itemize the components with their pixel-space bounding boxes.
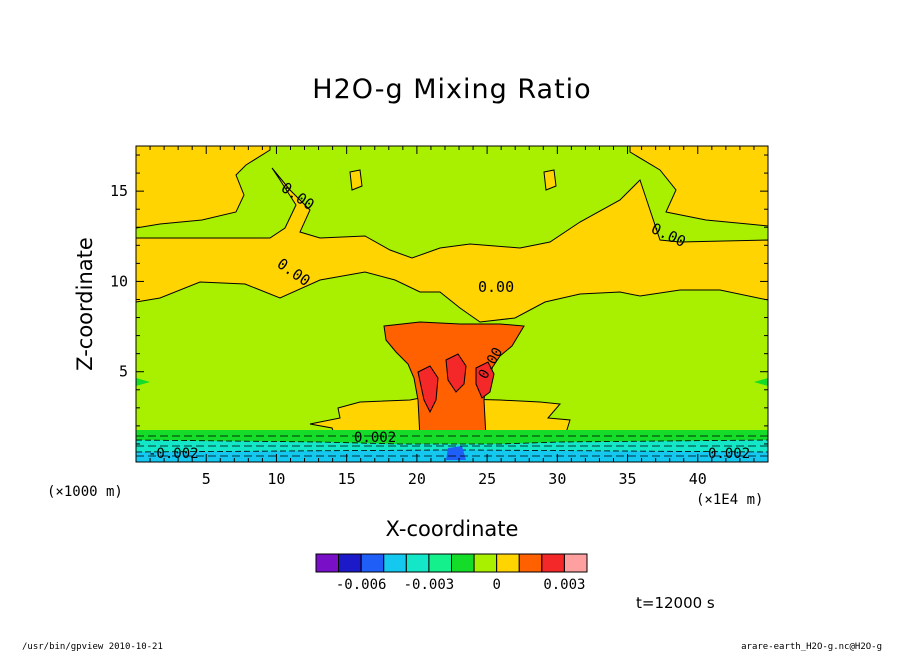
colorbar-swatch [360, 553, 385, 573]
footer-right: arare-earth_H2O-g.nc@H2O-g [741, 642, 882, 652]
y-axis-label: Z-coordinate [73, 237, 97, 371]
colorbar-swatch [315, 553, 340, 573]
plot-frame [135, 145, 769, 463]
field-red-core-3 [475, 361, 495, 399]
chart-title: H2O-g Mixing Ratio [312, 74, 592, 105]
y-tick-label: 15 [110, 182, 128, 200]
x-axis: 5 10 15 20 25 30 35 40 [149, 146, 755, 488]
field-red-core-2 [445, 353, 467, 393]
x-tick-label: 5 [202, 470, 211, 488]
x-tick-label: 25 [478, 470, 496, 488]
field-red-core-1 [417, 365, 439, 414]
x-unit-label: (×1E4 m) [696, 492, 763, 508]
colorbar-tick-label: -0.006 [336, 577, 387, 593]
x-tick-label: 35 [619, 470, 637, 488]
y-unit-label: (×1000 m) [47, 484, 123, 500]
field-yellow-upper-left [136, 146, 271, 229]
colorbar-swatch [541, 553, 565, 573]
footer-left: /usr/bin/gpview 2010-10-21 [22, 642, 163, 652]
x-tick-label: 40 [689, 470, 707, 488]
field-yellow-blob-right [543, 169, 557, 191]
contour-label: 0.002 [354, 430, 396, 446]
colorbar-swatch [473, 553, 498, 573]
y-tick-label: 5 [119, 363, 128, 381]
field-green-spot-right [754, 378, 768, 386]
x-tick-label: 15 [338, 470, 356, 488]
contour-field: 0.00 0.00 0.00 0.00 0.00 0.002 -0.002 0.… [136, 146, 768, 462]
x-tick-label: 30 [548, 470, 566, 488]
colorbar-swatch [428, 553, 452, 573]
field-yellow-mid-band [136, 167, 768, 323]
colorbar-swatch [338, 553, 362, 573]
colorbar-swatch [496, 553, 520, 573]
colorbar-swatch [405, 553, 430, 573]
contour-label: 0.00 [478, 278, 514, 296]
field-yellow-upper-right [629, 146, 768, 227]
dashed-contours [136, 435, 768, 457]
y-axis: 5 10 15 [110, 154, 768, 445]
colorbar-tick-label: 0 [492, 577, 500, 593]
time-label: t=12000 s [636, 594, 715, 612]
x-axis-label: X-coordinate [386, 517, 519, 541]
colorbar-tick-label: -0.003 [404, 577, 455, 593]
field-green-spot-left [136, 378, 150, 386]
x-tick-label: 10 [267, 470, 285, 488]
field-deep-blue-spot [446, 446, 466, 460]
colorbar-swatch [383, 553, 407, 573]
contour-label: 0.002 [708, 446, 750, 462]
colorbar-tick-label: 0.003 [543, 577, 585, 593]
colorbar-swatch [563, 553, 588, 573]
x-tick-label: 20 [408, 470, 426, 488]
colorbar-swatch [518, 553, 543, 573]
contour-label: -0.002 [148, 446, 199, 462]
y-tick-label: 10 [110, 272, 128, 290]
colorbar-swatch [451, 553, 475, 573]
colorbar: -0.006 -0.003 0 0.003 [315, 553, 588, 593]
field-yellow-blob-left [349, 169, 363, 191]
